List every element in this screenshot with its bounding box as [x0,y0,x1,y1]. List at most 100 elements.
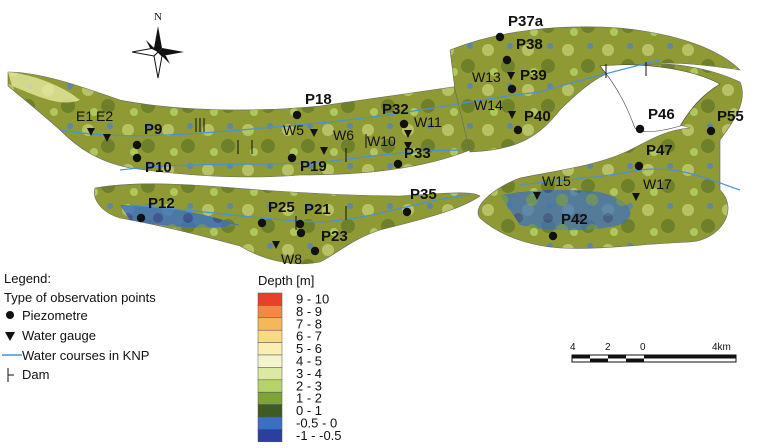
depth-class-label: -0.5 - 0 [296,416,337,431]
point-label: P40 [524,108,551,125]
scale-tick-label: 2 [605,342,611,353]
scale-tick-label: 4km [712,342,731,353]
point-label: P23 [321,228,348,245]
dams [195,62,647,230]
piezometre-dot-icon [402,207,412,217]
depth-class-swatch [257,404,283,418]
water-gauge-triangle-icon [533,192,541,200]
depth-class-label: 5 - 6 [296,341,322,356]
point-label: P10 [145,159,172,176]
depth-class-swatch [257,329,283,343]
point-label: P37a [508,13,544,30]
point-label: P12 [148,195,175,212]
depth-class-swatch [257,367,283,381]
piezometre-dot-icon [495,32,505,42]
depth-class-label: 6 - 7 [296,329,322,344]
depth-class-swatch [257,305,283,319]
water-gauge-triangle-icon [5,332,15,341]
water-gauge-triangle-icon [507,72,515,80]
depth-class-swatch [257,391,283,405]
water-gauge-triangle-icon [320,147,328,155]
point-label: P33 [404,145,431,162]
piezometre-dot-icon [295,219,305,229]
point-label: W15 [542,173,571,189]
point-label: W10 [367,133,396,149]
compass-rose-icon: N [131,11,184,79]
point-label: W17 [643,176,672,192]
water-gauge-triangle-icon [404,130,412,138]
depth-legend: Depth [m] 9 - 108 - 97 - 86 - 75 - 64 - … [257,273,342,443]
piezometre-dot-icon [292,110,302,120]
point-label: W14 [474,97,503,113]
legend-subtitle: Type of observation points [4,290,156,305]
water-gauge-triangle-icon [272,241,280,249]
point-label: P42 [561,211,588,228]
point-label: P38 [516,36,543,53]
depth-class-label: 0 - 1 [296,403,322,418]
piezometre-dot-icon [706,126,716,136]
point-label: W6 [333,127,354,143]
depth-class-swatch [257,379,283,393]
depth-class-label: 9 - 10 [296,292,329,307]
depth-class-swatch [257,429,283,443]
piezometre-dot-icon [310,246,320,256]
depth-class-label: 1 - 2 [296,391,322,406]
dam-icon [7,368,14,382]
point-label: W8 [281,251,302,267]
depth-class-label: 3 - 4 [296,366,322,381]
depth-class-swatch [257,292,283,306]
piezometre-dot-icon [548,231,558,241]
scale-bar: 4 2 0 4km [570,342,737,363]
depth-class-label: 7 - 8 [296,316,322,331]
piezometre-dot-icon [136,213,146,223]
piezometre-dot-icon [634,161,644,171]
point-label: E2 [96,108,113,124]
point-label: P9 [144,121,162,138]
point-label: E1 [76,108,93,124]
depth-class-label: 4 - 5 [296,354,322,369]
water-gauge-triangle-icon [404,142,412,150]
point-label: P32 [382,101,409,118]
depth-class-label: 8 - 9 [296,304,322,319]
piezometre-dot-icon [132,140,142,150]
point-label: P46 [648,106,675,123]
legend-item-label: Water courses in KNP [22,348,149,363]
piezometre-dot-icon [132,153,142,163]
depth-class-swatch [257,342,283,356]
point-label: P39 [520,67,547,84]
water-gauge-triangle-icon [87,128,95,136]
legend-item-label: Dam [22,367,49,382]
piezometre-dot-icon [507,84,517,94]
piezometre-dot-icon [513,125,523,135]
point-label: P47 [646,142,673,159]
legend: Legend: Type of observation points Piezo… [2,271,156,382]
point-label: P21 [304,201,331,218]
scale-tick-label: 0 [640,342,646,353]
water-gauge-triangle-icon [508,111,516,119]
piezometre-dot-icon [296,228,306,238]
piezometre-dot-icon [257,218,267,228]
depth-class-swatch [257,317,283,331]
point-label: P18 [305,91,332,108]
point-label: P25 [268,199,295,216]
point-label: P19 [300,158,327,175]
observation-points: P37a P38 W13 P39 W14 P40 P18 P32 W11 W10… [76,13,744,267]
depth-legend-title: Depth [m] [258,273,314,288]
depth-class-swatch [257,354,283,368]
legend-item-label: Piezometre [22,308,88,323]
piezometre-dot-icon [502,55,512,65]
scale-tick-label: 4 [570,342,576,353]
point-label: P35 [410,186,437,203]
point-label: W5 [283,122,304,138]
piezometre-dot-icon [6,311,14,319]
piezometre-dot-icon [399,119,409,129]
north-label: N [154,11,162,23]
legend-item-label: Water gauge [22,328,96,343]
depth-class-label: 2 - 3 [296,378,322,393]
piezometre-dot-icon [393,159,403,169]
depth-class-label: -1 - -0.5 [296,428,342,443]
map-area [7,26,743,265]
water-gauge-triangle-icon [310,129,318,137]
piezometre-dot-icon [635,124,645,134]
